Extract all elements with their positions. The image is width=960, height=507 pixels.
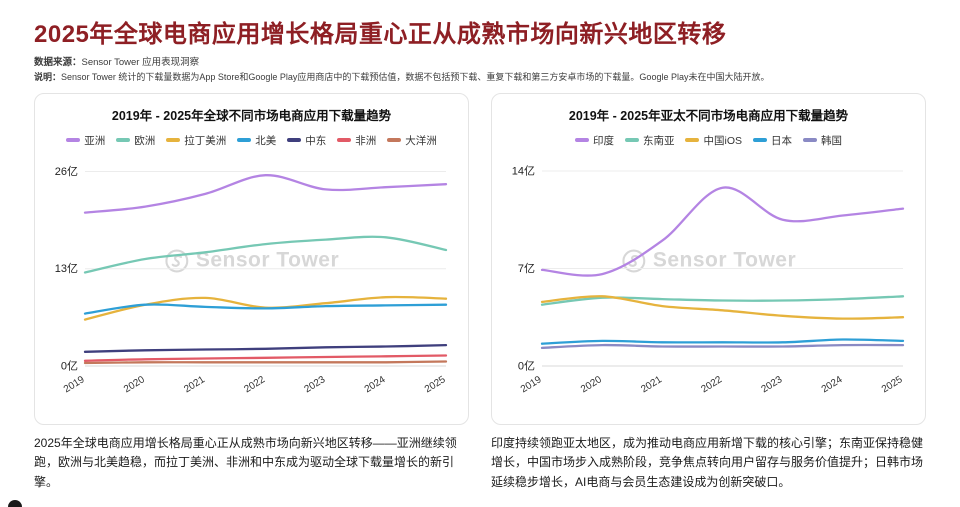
legend-item-韩国: 韩国: [803, 133, 842, 148]
series-line-北美: [83, 302, 448, 315]
x-tick-label: 2019: [519, 374, 544, 395]
x-tick-label: 2025: [880, 374, 905, 395]
x-tick-label: 2022: [242, 374, 267, 395]
methodology-label: 说明：: [34, 71, 62, 82]
legend-item-大洋洲: 大洋洲: [387, 133, 437, 148]
legend-label: 大洋洲: [405, 134, 437, 147]
header-notes: 数据来源：Sensor Tower 应用表现洞察 说明：Sensor Tower…: [34, 56, 926, 85]
x-tick-label: 2021: [639, 374, 664, 395]
legend-item-北美: 北美: [237, 133, 276, 148]
legend-label: 欧洲: [134, 134, 156, 147]
legend-label: 东南亚: [642, 134, 675, 147]
x-tick-label: 2019: [62, 374, 87, 395]
series-line-中东: [83, 343, 448, 353]
x-tick-label: 2020: [122, 374, 147, 395]
legend-item-欧洲: 欧洲: [116, 133, 155, 148]
legend-label: 非洲: [355, 134, 377, 147]
y-tick-label: 0亿: [518, 359, 535, 372]
legend-swatch: [387, 138, 402, 142]
line-chart-global: 0亿 13亿 26亿 2019 2020 2021 2022 2023 2024 2025: [55, 165, 448, 395]
legend-item-拉丁美洲: 拉丁美洲: [166, 133, 226, 148]
legend-item-中国iOS: 中国iOS: [685, 133, 742, 148]
x-tick-label: 2021: [182, 374, 207, 395]
legend-item-中东: 中东: [287, 133, 326, 148]
methodology-text: Sensor Tower 统计的下载量数据为App Store和Google P…: [61, 71, 770, 82]
legend-label: 韩国: [821, 134, 842, 147]
data-source-label: 数据来源：: [34, 57, 82, 68]
legend-global: 亚洲 欧洲 拉丁美洲 北美 中东 非洲 大洋洲: [47, 133, 456, 148]
series-line-印度: [540, 186, 905, 277]
legend-label: 日本: [771, 134, 792, 147]
legend-label: 中国iOS: [703, 134, 742, 147]
legend-swatch: [803, 138, 817, 142]
legend-swatch: [753, 138, 767, 142]
legend-swatch: [166, 138, 181, 142]
plot-area-apac: Sensor Tower 0亿 7亿 14亿 2019 2020 2021 2022 2023…: [504, 150, 913, 402]
series-line-日本: [540, 338, 905, 345]
x-tick-label: 2023: [303, 374, 328, 395]
data-source-note: 数据来源：Sensor Tower 应用表现洞察: [34, 56, 926, 71]
slide-bullet: [8, 500, 22, 507]
legend-item-印度: 印度: [574, 133, 614, 148]
legend-swatch: [66, 138, 81, 142]
chart-panel-global: 2019年 - 2025年全球不同市场电商应用下载量趋势 亚洲 欧洲 拉丁美洲 北美 中…: [34, 92, 469, 425]
legend-item-非洲: 非洲: [337, 133, 376, 148]
legend-swatch: [685, 138, 700, 142]
series-line-非洲: [83, 354, 448, 362]
y-tick-label: 0亿: [61, 359, 78, 372]
page-title: 2025年全球电商应用增长格局重心正从成熟市场向新兴地区转移: [34, 21, 727, 48]
series-line-大洋洲: [83, 360, 448, 364]
plot-area-global: Sensor Tower 0亿 13亿 26亿 2019 2020 2021 2022 202…: [47, 150, 456, 402]
line-chart-apac: 0亿 7亿 14亿 2019 2020 2021 2022 2023 2024 2025: [512, 164, 905, 395]
y-tick-label: 26亿: [55, 165, 78, 178]
legend-label: 北美: [255, 134, 277, 147]
legend-item-亚洲: 亚洲: [66, 133, 105, 148]
y-tick-label: 14亿: [512, 164, 535, 177]
series-line-中国iOS: [540, 294, 905, 320]
legend-swatch: [116, 138, 131, 142]
methodology-note: 说明：Sensor Tower 统计的下载量数据为App Store和Googl…: [34, 71, 926, 85]
summary-apac: 印度持续领跑亚太地区，成为推动电商应用新增下载的核心引擎；东南亚保持稳健增长，中…: [491, 435, 924, 489]
data-source-text: Sensor Tower 应用表现洞察: [81, 57, 200, 68]
legend-apac: 印度 东南亚 中国iOS 日本 韩国: [504, 133, 913, 148]
legend-swatch: [574, 138, 589, 142]
legend-label: 中东: [305, 134, 327, 147]
summary-row: 2025年全球电商应用增长格局重心正从成熟市场向新兴地区转移——亚洲继续领跑，欧…: [34, 434, 926, 492]
series-line-欧洲: [83, 235, 448, 274]
series-line-东南亚: [540, 294, 905, 306]
legend-swatch: [287, 138, 302, 142]
x-tick-label: 2024: [363, 374, 388, 395]
legend-swatch: [624, 138, 639, 142]
chart-panel-apac: 2019年 - 2025年亚太不同市场电商应用下载量趋势 印度 东南亚 中国iOS 日…: [491, 92, 926, 425]
legend-label: 亚洲: [84, 134, 106, 147]
y-tick-label: 7亿: [518, 262, 535, 275]
chart-title-apac: 2019年 - 2025年亚太不同市场电商应用下载量趋势: [568, 108, 849, 123]
legend-swatch: [237, 138, 252, 142]
series-line-韩国: [540, 343, 905, 349]
legend-label: 印度: [592, 134, 614, 147]
x-tick-label: 2024: [820, 374, 845, 395]
x-tick-label: 2020: [579, 374, 604, 395]
x-tick-label: 2022: [699, 374, 724, 395]
legend-item-日本: 日本: [753, 133, 792, 148]
x-tick-label: 2023: [760, 374, 785, 395]
chart-title-global: 2019年 - 2025年全球不同市场电商应用下载量趋势: [111, 108, 392, 123]
legend-label: 拉丁美洲: [184, 134, 227, 147]
charts-row: 2019年 - 2025年全球不同市场电商应用下载量趋势 亚洲 欧洲 拉丁美洲 北美 中…: [34, 92, 926, 425]
legend-item-东南亚: 东南亚: [624, 133, 675, 148]
series-line-亚洲: [83, 173, 448, 214]
summary-global: 2025年全球电商应用增长格局重心正从成熟市场向新兴地区转移——亚洲继续领跑，欧…: [34, 435, 457, 489]
legend-swatch: [337, 138, 352, 142]
y-tick-label: 13亿: [55, 262, 78, 275]
x-tick-label: 2025: [423, 374, 448, 395]
